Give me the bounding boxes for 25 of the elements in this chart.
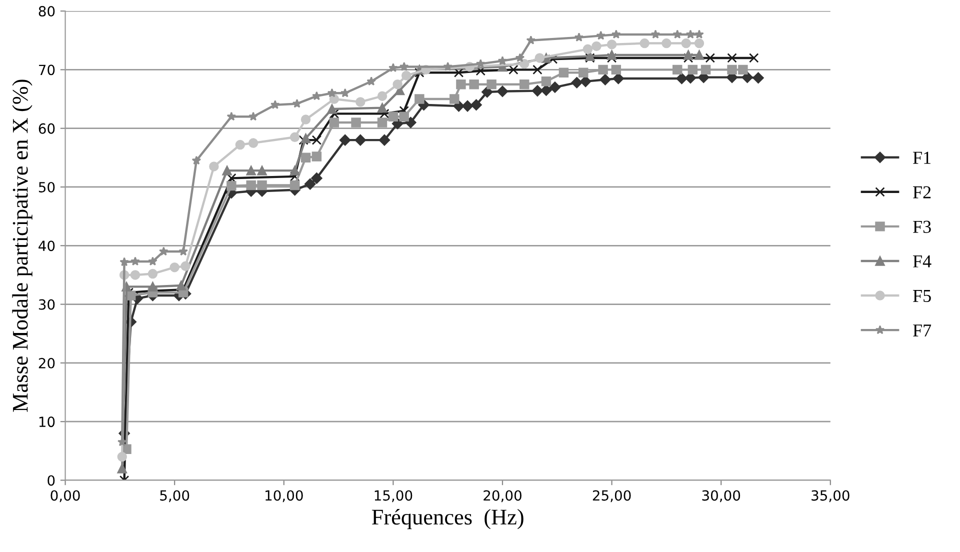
y-tick-label: 50 [38,182,55,192]
legend-label: F5 [913,290,931,302]
x-tick-label: 35,00 [812,490,850,502]
y-tick-label: 0 [48,475,55,486]
legend-label: F2 [913,186,931,198]
y-tick-label: 40 [38,240,55,252]
legend-label: F7 [913,324,932,336]
x-tick-label: 0,00 [50,490,80,502]
x-tick-label: 30,00 [702,490,740,502]
x-tick-label: 20,00 [484,490,522,502]
x-tick-label: 10,00 [266,490,303,502]
y-tick-label: 60 [38,123,55,134]
y-tick-label: 30 [38,299,55,310]
y-tick-label: 80 [38,6,55,17]
legend-label: F3 [913,220,931,233]
legend-label: F1 [913,152,930,164]
x-tick-label: 15,00 [374,490,412,502]
x-tick-label: 5,00 [160,490,190,502]
y-axis-title: Masse Modale participative en X (%) [12,80,32,412]
x-tick-label: 25,00 [592,490,631,502]
legend-label: F4 [913,255,932,268]
y-tick-label: 70 [39,64,55,76]
x-axis-title: Fréquences (Hz) [372,508,524,530]
y-tick-label: 10 [39,416,55,428]
y-tick-label: 20 [38,358,55,368]
